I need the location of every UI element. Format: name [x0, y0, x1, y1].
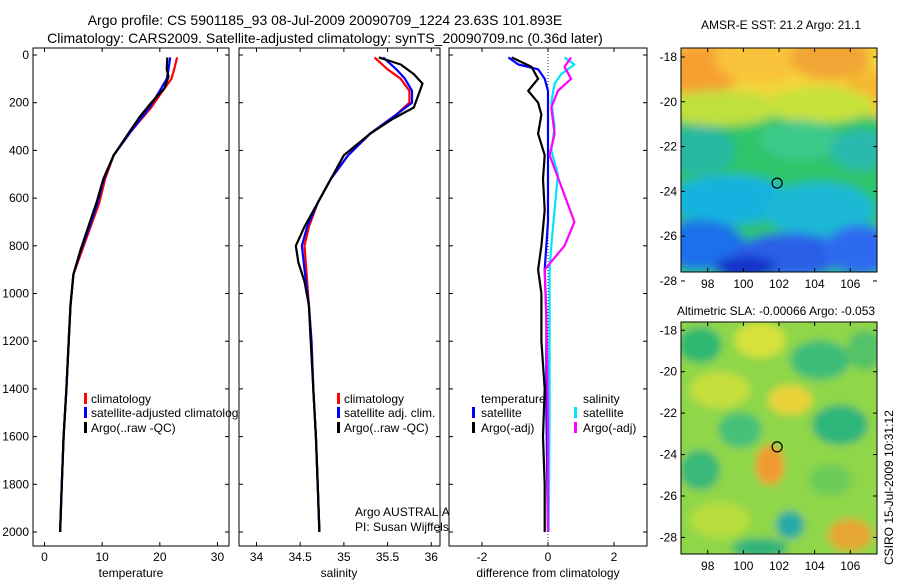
- map-y-tick-label: -24: [660, 184, 678, 198]
- salinity-xlabel: salinity: [321, 566, 358, 580]
- sst-map-panel: AMSR-E SST: 21.2 Argo: 21.1: [660, 18, 878, 291]
- legend-label-temp-satellite: satellite: [481, 406, 522, 420]
- pi-annotation: PI: Susan Wijffels: [355, 520, 449, 534]
- legend-swatch-temp-argo: [472, 422, 475, 433]
- sla-map-panel: Altimetric SLA: -0.00066 Argo: -0.053: [660, 304, 878, 573]
- map-x-tick-label: 106: [840, 559, 860, 573]
- legend-swatch-argo: [337, 422, 340, 433]
- sla-profile-location-marker: [771, 441, 783, 453]
- institution-annotation: Argo AUSTRALIA: [355, 505, 450, 519]
- map-y-tick-label: -22: [660, 406, 678, 420]
- map-y-tick-label: -28: [660, 274, 678, 288]
- map-x-tick-label: 98: [701, 277, 715, 291]
- y-tick-label: 600: [9, 191, 29, 205]
- legend-swatch-argo: [84, 422, 87, 433]
- y-tick-label: 0: [22, 48, 29, 62]
- legend-swatch-climatology: [84, 393, 87, 404]
- legend-heading-salinity: salinity: [583, 392, 620, 406]
- x-tick-label: 35: [337, 550, 351, 564]
- y-tick-label: 1600: [2, 430, 29, 444]
- difference-legend: temperature satellite Argo(-adj) salinit…: [472, 392, 636, 435]
- legend-label-sal-argo: Argo(-adj): [583, 421, 636, 435]
- legend-label-climatology: climatology: [344, 392, 404, 406]
- temperature-legend: climatology satellite-adjusted climatolo…: [84, 392, 244, 435]
- series-line-argo-raw-qc: [59, 57, 170, 533]
- map-y-tick-label: -20: [660, 365, 678, 379]
- map-y-tick-label: -26: [660, 229, 678, 243]
- temperature-xlabel: temperature: [99, 566, 164, 580]
- map-y-tick-label: -24: [660, 448, 678, 462]
- sst-map-image: [681, 48, 877, 272]
- x-tick-label: 20: [153, 550, 167, 564]
- footer-credit: CSIRO 15-Jul-2009 10:31:12: [882, 410, 896, 565]
- series-line-argo-raw-qc: [294, 56, 424, 533]
- legend-swatch-sal-satellite: [574, 407, 577, 418]
- y-tick-label: 200: [9, 96, 29, 110]
- legend-label-climatology: climatology: [91, 392, 151, 406]
- map-x-tick-label: 104: [805, 277, 825, 291]
- map-x-tick-label: 104: [805, 559, 825, 573]
- legend-swatch-temp-satellite: [472, 407, 475, 418]
- legend-label-sal-satellite: satellite: [583, 406, 624, 420]
- y-tick-label: 800: [9, 239, 29, 253]
- salinity-legend: climatology satellite adj. clim. Argo(..…: [337, 392, 435, 435]
- sla-map-title: Altimetric SLA: -0.00066 Argo: -0.053: [677, 304, 875, 318]
- map-x-tick-label: 100: [733, 277, 753, 291]
- map-x-tick-label: 106: [840, 277, 860, 291]
- y-tick-label: 2000: [2, 525, 29, 539]
- y-tick-label: 1400: [2, 382, 29, 396]
- series-line-salinity-argo-adj: [543, 56, 576, 532]
- sst-map-title: AMSR-E SST: 21.2 Argo: 21.1: [701, 18, 861, 32]
- x-tick-label: 30: [211, 550, 225, 564]
- legend-label-argo: Argo(..raw -QC): [91, 421, 176, 435]
- map-y-tick-label: -28: [660, 530, 678, 544]
- series-line-salinity-satellite: [547, 56, 576, 533]
- y-tick-label: 1800: [2, 477, 29, 491]
- legend-label-temp-argo: Argo(-adj): [481, 421, 534, 435]
- figure-title-line1: Argo profile: CS 5901185_93 08-Jul-2009 …: [87, 12, 563, 28]
- x-tick-label: 0: [41, 550, 48, 564]
- x-tick-label: 34.5: [288, 550, 312, 564]
- x-tick-label: 10: [95, 550, 109, 564]
- legend-heading-temperature: temperature: [481, 392, 546, 406]
- x-tick-label: 36: [425, 550, 439, 564]
- figure-title-line2: Climatology: CARS2009. Satellite-adjuste…: [47, 30, 603, 46]
- y-tick-label: 1000: [2, 287, 29, 301]
- difference-panel: -2 0 2 difference from climatology tempera…: [448, 47, 648, 580]
- salinity-axes-frame: [238, 47, 441, 547]
- legend-swatch-satellite: [337, 407, 340, 418]
- map-y-tick-label: -20: [660, 95, 678, 109]
- sla-map-image: [681, 322, 877, 554]
- map-x-tick-label: 98: [701, 559, 715, 573]
- map-y-tick-label: -26: [660, 489, 678, 503]
- legend-label-argo: Argo(..raw -QC): [344, 421, 429, 435]
- difference-xlabel: difference from climatology: [476, 566, 619, 580]
- map-y-tick-label: -22: [660, 140, 678, 154]
- legend-swatch-sal-argo: [574, 422, 577, 433]
- x-tick-label: 2: [611, 550, 618, 564]
- x-tick-label: -2: [477, 550, 488, 564]
- map-y-tick-label: -18: [660, 323, 678, 337]
- series-line-temperature-argo-adj: [511, 56, 546, 532]
- legend-label-satellite-adjusted: satellite-adjusted climatology: [91, 406, 244, 420]
- x-tick-label: 34: [250, 550, 264, 564]
- map-x-tick-label: 102: [769, 559, 789, 573]
- legend-swatch-satellite-adjusted: [84, 407, 87, 418]
- map-y-tick-label: -18: [660, 50, 678, 64]
- x-tick-label: 35.5: [376, 550, 400, 564]
- map-x-tick-label: 102: [769, 277, 789, 291]
- y-tick-label: 1200: [2, 334, 29, 348]
- sst-profile-location-marker: [771, 177, 783, 189]
- map-x-tick-label: 100: [733, 559, 753, 573]
- salinity-panel: 34 34.5 35 35.5 36 salinity climatology sate…: [238, 47, 450, 580]
- x-tick-label: 0: [545, 550, 552, 564]
- temperature-panel: 0 10 20 30 0 200 400 600 800 1000 1200 1400 1600 1800…: [2, 47, 244, 580]
- y-tick-label: 400: [9, 143, 29, 157]
- legend-swatch-climatology: [337, 393, 340, 404]
- legend-label-satellite: satellite adj. clim.: [344, 406, 435, 420]
